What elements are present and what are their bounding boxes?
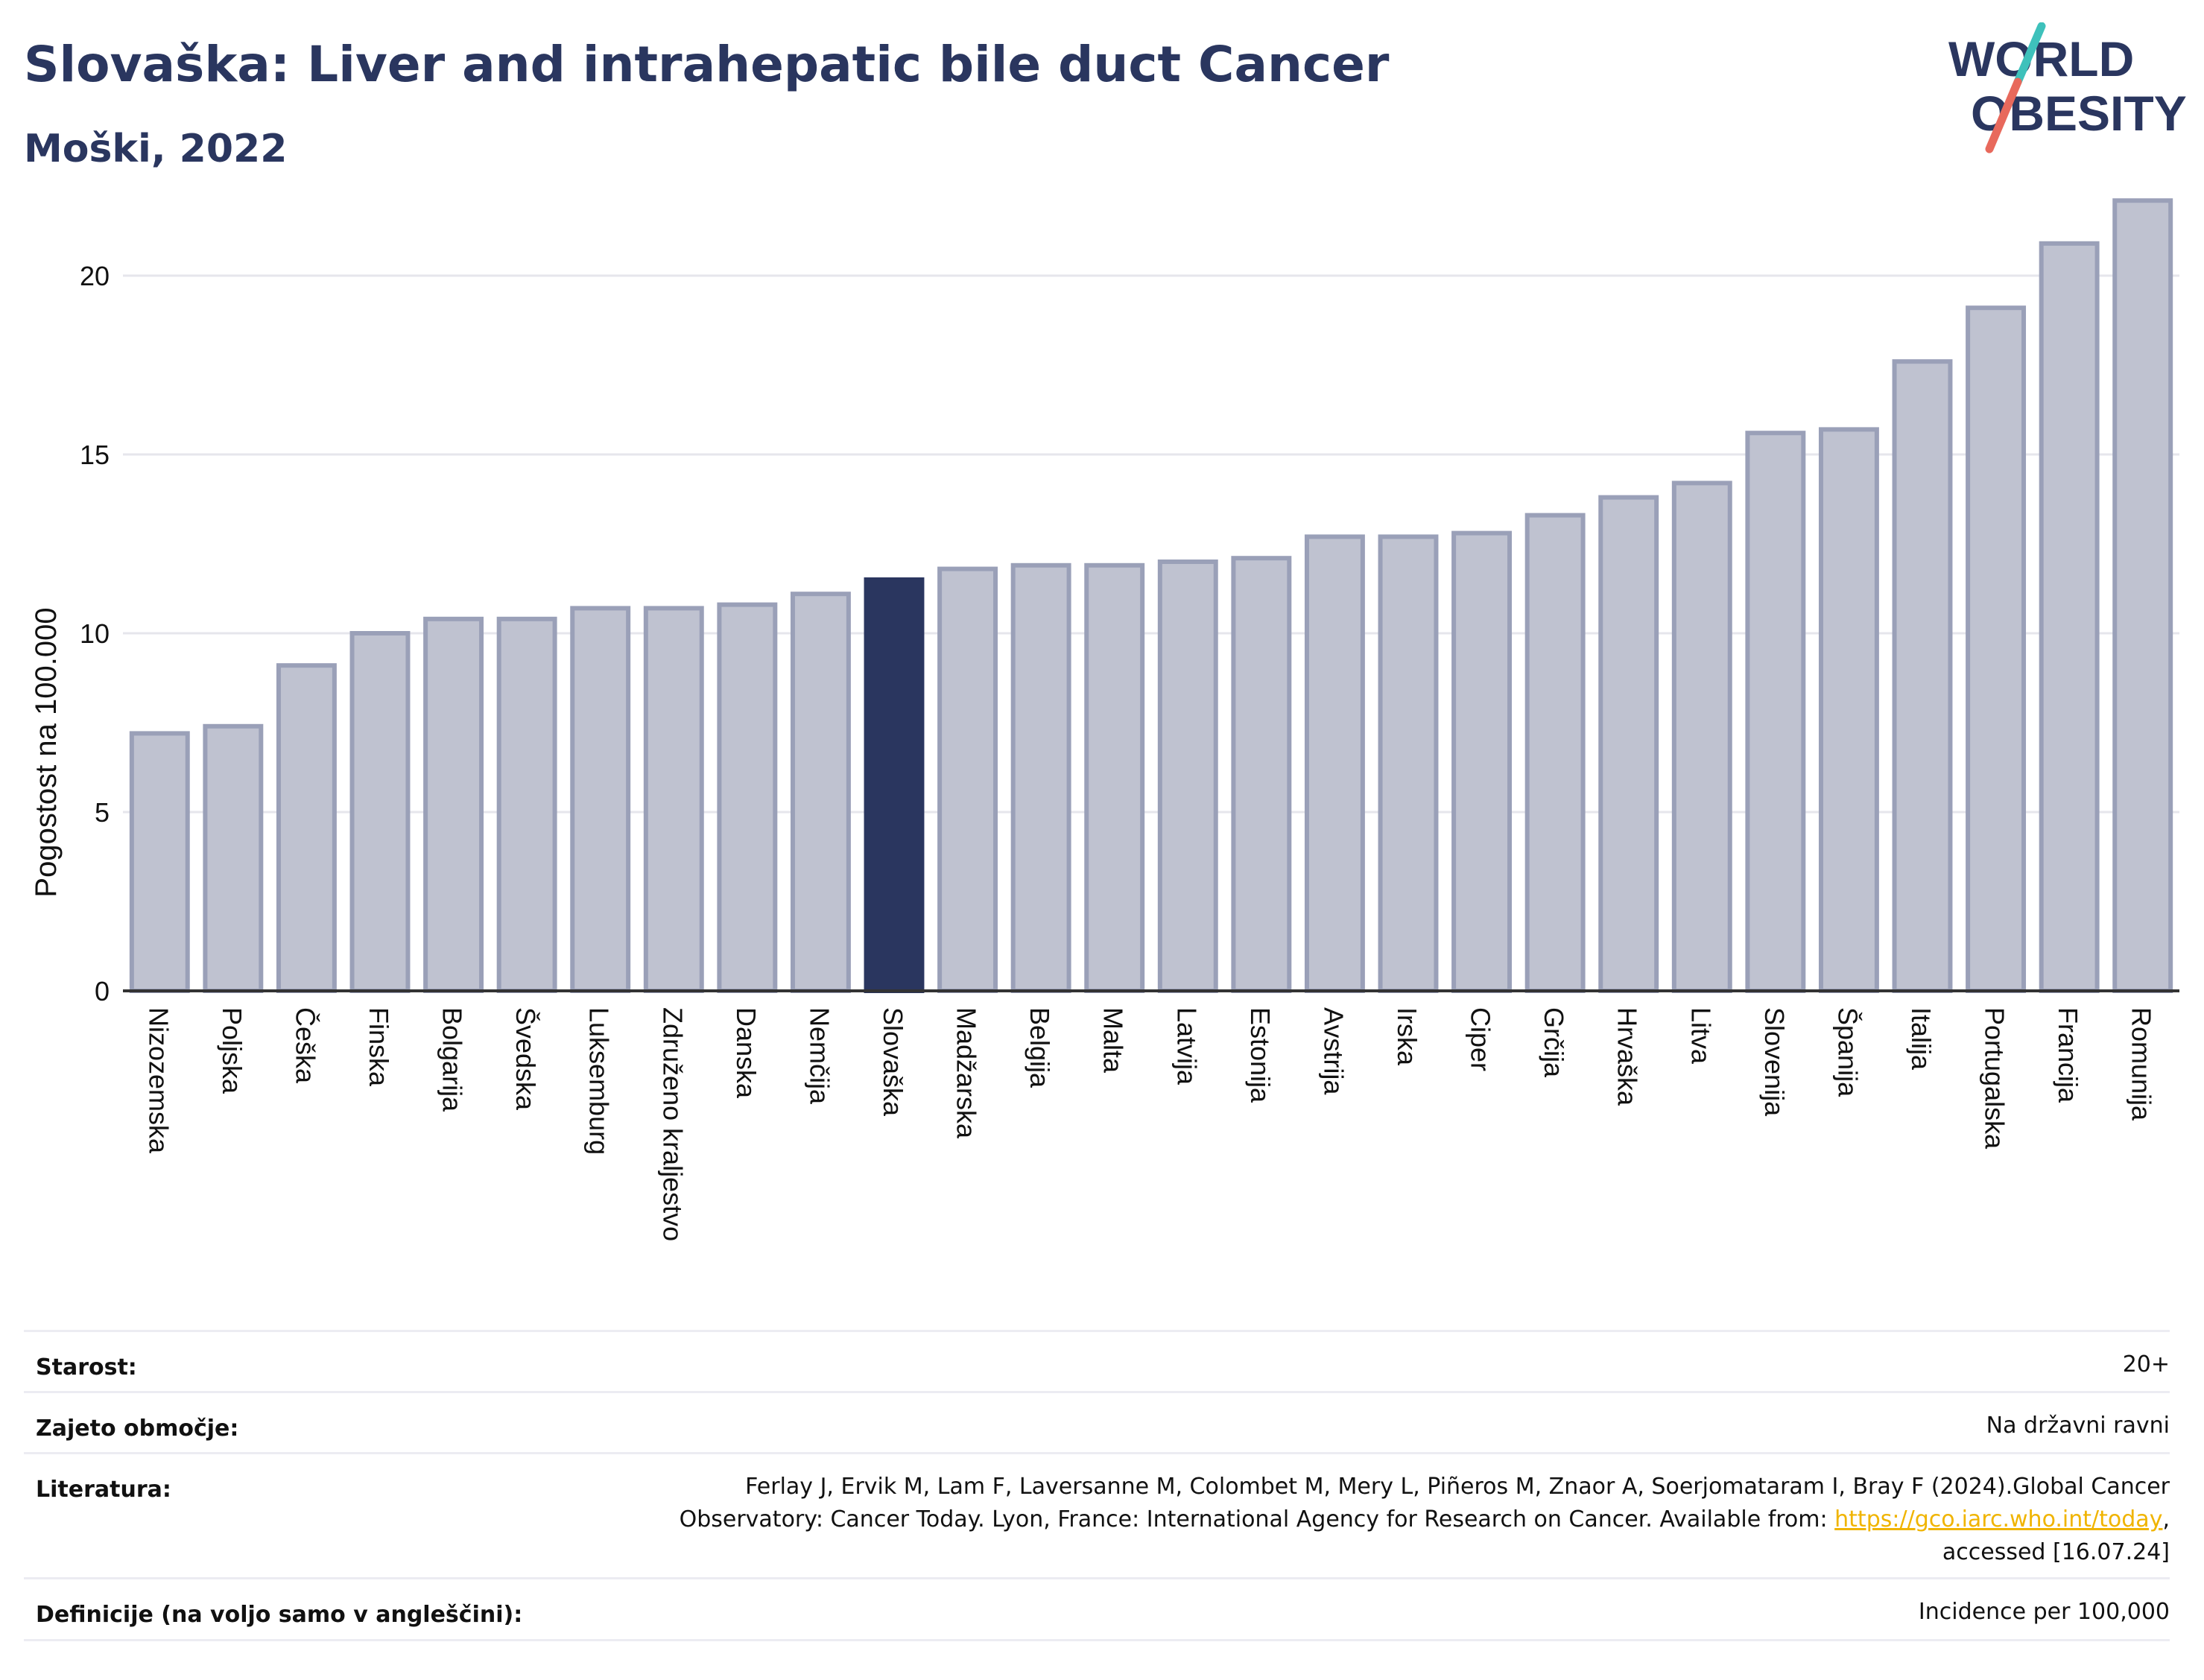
x-tick-label: Španija: [1832, 1007, 1863, 1097]
x-tick-label: Slovaška: [878, 1007, 908, 1117]
x-tick-label: Luksemburg: [584, 1007, 615, 1155]
x-tick-label: Portugalska: [1980, 1007, 2010, 1150]
bar-20[interactable]: [1598, 495, 1659, 993]
x-tick-label: Nizozemska: [143, 1007, 174, 1154]
x-tick-label: Slovenija: [1759, 1007, 1790, 1117]
x-tick-label: Švedska: [510, 1007, 541, 1111]
bar-3[interactable]: [349, 631, 411, 993]
x-tick-label: Francija: [2053, 1007, 2083, 1103]
references-line2: Observatory: Cancer Today. Lyon, France:…: [680, 1503, 2170, 1536]
bar-14[interactable]: [1157, 560, 1218, 993]
references-line1: Ferlay J, Ervik M, Lam F, Laversanne M, …: [745, 1474, 2170, 1500]
bar-18[interactable]: [1451, 530, 1513, 993]
bar-16[interactable]: [1304, 534, 1365, 993]
y-tick-label: 10: [80, 618, 110, 649]
chart-subtitle: Moški, 2022: [24, 127, 288, 171]
x-tick-label: Ciper: [1466, 1007, 1496, 1071]
y-tick-label: 0: [95, 976, 110, 1007]
x-tick-label: Avstrija: [1318, 1007, 1349, 1095]
x-tick-label: Latvija: [1171, 1007, 1202, 1085]
bar-chart: 0 5 10 15 20 Nizozemska Poljska Češka Finska Bolg…: [30, 198, 2179, 1241]
axis-layer: 0 5 10 15 20 Nizozemska Poljska Češka Finska Bolg…: [80, 261, 2179, 1241]
x-tick-label: Nemčija: [804, 1007, 835, 1105]
bar-12[interactable]: [1010, 562, 1071, 993]
x-tick-label: Madžarska: [951, 1007, 982, 1139]
bar-19[interactable]: [1524, 513, 1586, 993]
x-tick-label: Estonija: [1245, 1007, 1276, 1103]
x-tick-label: Hrvaška: [1612, 1007, 1643, 1106]
age-label: Starost:: [36, 1354, 137, 1381]
bar-22[interactable]: [1745, 431, 1806, 993]
bar-6[interactable]: [570, 606, 631, 993]
definitions-value: Incidence per 100,000: [1918, 1599, 2170, 1625]
bar-24[interactable]: [1892, 359, 1953, 993]
x-tick-label: Irska: [1392, 1007, 1422, 1066]
bar-23[interactable]: [1818, 427, 1879, 993]
bar-9[interactable]: [790, 592, 851, 993]
info-row-age: Starost: 20+: [24, 1330, 2170, 1392]
bar-25[interactable]: [1966, 305, 2027, 993]
bar-2[interactable]: [276, 663, 337, 993]
bar-0[interactable]: [129, 731, 190, 994]
references-value: Ferlay J, Ervik M, Lam F, Laversanne M, …: [680, 1471, 2170, 1569]
info-row-coverage: Zajeto območje: Na državni ravni: [24, 1391, 2170, 1453]
bar-4[interactable]: [423, 616, 484, 993]
bar-26[interactable]: [2039, 241, 2100, 993]
bar-10[interactable]: [864, 577, 925, 993]
x-tick-label: Litva: [1685, 1007, 1716, 1065]
world-obesity-logo: WORLD OBESITY: [1948, 22, 2187, 153]
x-tick-label: Češka: [290, 1007, 320, 1084]
age-value: 20+: [2122, 1351, 2170, 1378]
references-link[interactable]: https://gco.iarc.who.int/today: [1834, 1506, 2163, 1532]
bar-11[interactable]: [937, 566, 998, 993]
bar-15[interactable]: [1231, 556, 1292, 993]
references-line2-pre: Observatory: Cancer Today. Lyon, France:…: [679, 1506, 1835, 1532]
x-tick-label: Poljska: [217, 1007, 247, 1094]
y-axis-label: Pogostost na 100.000: [30, 607, 63, 897]
logo-slash-teal: [2013, 22, 2046, 86]
info-row-definitions: Definicije (na voljo samo v angleščini):…: [24, 1577, 2170, 1641]
x-tick-label: Belgija: [1025, 1007, 1055, 1088]
logo-slash-coral: [1985, 77, 2022, 153]
bar-13[interactable]: [1084, 562, 1145, 993]
info-row-references: Literatura: Ferlay J, Ervik M, Lam F, La…: [24, 1452, 2170, 1578]
x-tick-label: Malta: [1098, 1007, 1129, 1074]
references-line3: accessed [16.07.24]: [1942, 1539, 2170, 1565]
chart-title: Slovaška: Liver and intrahepatic bile du…: [24, 36, 1390, 93]
y-tick-label: 5: [95, 797, 110, 828]
bar-5[interactable]: [496, 616, 557, 993]
x-tick-label: Bolgarija: [437, 1007, 468, 1112]
bar-7[interactable]: [643, 606, 704, 993]
bar-1[interactable]: [203, 723, 264, 993]
x-tick-label: Finska: [364, 1007, 394, 1087]
x-tick-label: Italija: [1906, 1007, 1937, 1071]
x-tick-label: Združeno kraljestvo: [657, 1007, 688, 1241]
x-tick-label: Grčija: [1539, 1007, 1569, 1078]
y-tick-label: 20: [80, 261, 110, 291]
logo-line1: WORLD: [1948, 31, 2134, 86]
definitions-label: Definicije (na voljo samo v angleščini):: [36, 1602, 523, 1628]
bars-layer: [129, 198, 2173, 994]
coverage-label: Zajeto območje:: [36, 1416, 239, 1442]
references-line2-post: ,: [2162, 1506, 2170, 1532]
references-label: Literatura:: [36, 1477, 171, 1503]
y-tick-label: 15: [80, 440, 110, 470]
coverage-value: Na državni ravni: [1986, 1413, 2170, 1439]
x-tick-label: Danska: [731, 1007, 761, 1099]
bar-27[interactable]: [2112, 198, 2173, 994]
x-tick-label: Romunija: [2127, 1007, 2157, 1121]
bar-8[interactable]: [717, 602, 778, 993]
bar-17[interactable]: [1378, 534, 1439, 993]
bar-21[interactable]: [1671, 481, 1732, 993]
